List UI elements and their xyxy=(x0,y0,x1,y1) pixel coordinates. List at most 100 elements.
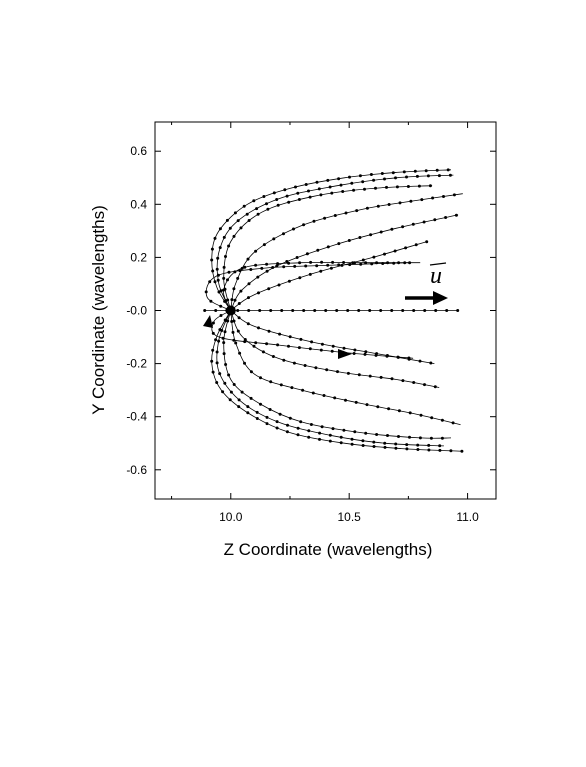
trajectory-line xyxy=(223,310,452,439)
trajectory-point xyxy=(411,222,415,226)
trajectory-point xyxy=(210,359,214,363)
trajectory-point xyxy=(229,390,233,394)
trajectory-point xyxy=(236,329,240,333)
trajectory-point xyxy=(424,169,428,173)
trajectory-point xyxy=(330,349,334,353)
trajectory-point xyxy=(363,187,366,191)
trajectory-point xyxy=(254,263,258,267)
trajectory-point xyxy=(361,444,365,447)
trajectory-point xyxy=(440,418,444,422)
trajectory-point xyxy=(369,173,373,176)
trajectory-point xyxy=(210,247,214,251)
trajectory-point xyxy=(425,240,429,244)
trajectory-point xyxy=(405,447,409,451)
trajectory-point xyxy=(383,441,387,445)
trajectory-point xyxy=(358,174,362,178)
trajectory-point xyxy=(276,343,280,347)
trajectory-point xyxy=(449,449,453,453)
trajectory-point xyxy=(307,435,311,439)
trajectory-point xyxy=(265,269,269,273)
trajectory-point xyxy=(296,433,300,437)
x-tick-label: 11.0 xyxy=(456,510,479,524)
trajectory-point xyxy=(292,227,295,231)
trajectory-point xyxy=(222,352,226,356)
trajectory-point xyxy=(404,246,408,250)
trajectory-point xyxy=(282,358,286,362)
trajectory-point xyxy=(405,443,409,447)
trajectory-point xyxy=(287,261,291,265)
trajectory-point xyxy=(352,352,356,355)
trajectory-point xyxy=(370,262,374,266)
trajectory-point xyxy=(386,434,389,437)
trajectory-point xyxy=(434,309,438,312)
trajectory-point xyxy=(204,290,208,294)
trajectory-point xyxy=(267,329,271,333)
trajectory-point xyxy=(213,280,217,284)
trajectory-point xyxy=(296,426,300,430)
trajectory-point xyxy=(359,262,363,266)
trajectory-point xyxy=(247,219,251,222)
trajectory-point xyxy=(227,373,231,377)
trajectory-point xyxy=(275,426,279,430)
trajectory-point xyxy=(330,191,334,195)
trajectory-point xyxy=(416,443,420,447)
trajectory-point xyxy=(348,263,352,267)
trajectory-point xyxy=(287,279,291,283)
trajectory-point xyxy=(312,219,316,223)
trajectory-point xyxy=(254,249,258,253)
trajectory-point xyxy=(257,326,260,330)
trajectory-point xyxy=(368,374,372,378)
trajectory-point xyxy=(304,183,308,186)
trajectory-point xyxy=(323,216,327,220)
trajectory-point xyxy=(303,364,307,367)
trajectory-line xyxy=(205,262,409,311)
points-group xyxy=(203,168,464,453)
trajectory-point xyxy=(376,204,380,208)
trajectory-point xyxy=(226,278,229,282)
trajectory-point xyxy=(344,211,348,215)
trajectory-point xyxy=(247,282,251,286)
trajectory-point xyxy=(232,234,236,238)
source-point xyxy=(225,305,236,316)
trajectory-point xyxy=(333,214,337,217)
trajectory-point xyxy=(265,342,269,346)
trajectory-point xyxy=(429,361,433,365)
trajectory-point xyxy=(364,431,368,435)
trajectory-point xyxy=(326,178,330,182)
trajectory-point xyxy=(397,261,401,265)
trajectory-point xyxy=(221,390,225,394)
trajectory-point xyxy=(267,287,271,291)
trajectory-point xyxy=(339,183,343,187)
trajectory-point xyxy=(339,441,343,445)
trajectory-point xyxy=(242,204,246,208)
trajectory-point xyxy=(275,264,279,268)
trajectory-point xyxy=(452,193,456,197)
trajectory-line xyxy=(216,174,454,311)
trajectory-point xyxy=(344,398,347,402)
trajectory-point xyxy=(339,435,343,439)
trajectory-point xyxy=(238,351,242,355)
trajectory-point xyxy=(380,172,384,175)
trajectory-point xyxy=(215,350,219,354)
trajectory-point xyxy=(237,398,241,402)
trajectory-point xyxy=(211,348,215,352)
trajectory-point xyxy=(392,261,396,265)
trajectory-point xyxy=(375,433,379,436)
trajectory-point xyxy=(431,196,435,200)
trajectory-point xyxy=(364,261,368,265)
y-tick-label: -0.6 xyxy=(126,463,147,477)
trajectory-point xyxy=(230,298,234,302)
trajectory-point xyxy=(259,376,262,380)
trajectory-line xyxy=(230,310,461,426)
trajectory-point xyxy=(214,309,218,312)
trajectory-point xyxy=(308,272,312,276)
trajectory-point xyxy=(320,342,324,346)
trajectory-point xyxy=(298,276,302,280)
trajectory-point xyxy=(429,436,433,440)
trajectory-point xyxy=(282,265,286,269)
trajectory-point xyxy=(222,276,226,280)
trajectory-point xyxy=(396,355,400,359)
trajectory-point xyxy=(326,245,330,249)
trajectory-point xyxy=(350,437,354,441)
